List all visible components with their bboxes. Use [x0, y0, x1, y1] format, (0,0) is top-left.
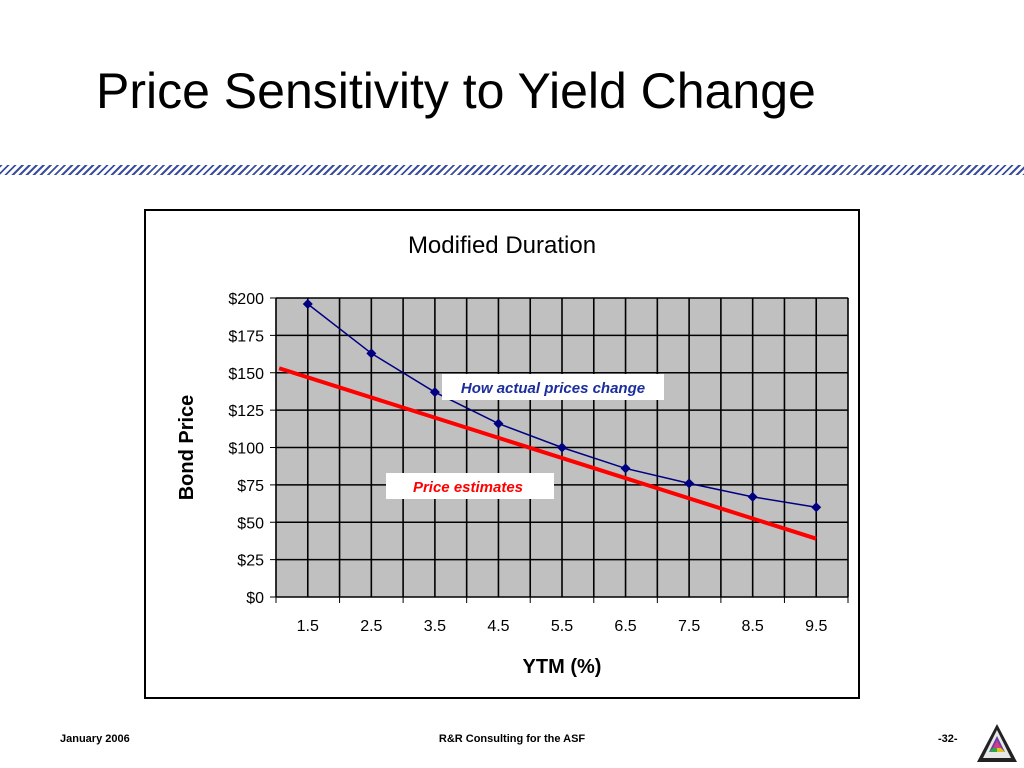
- actual-price-point: [684, 478, 695, 489]
- x-tick-label: 9.5: [805, 618, 827, 635]
- x-tick-label: 8.5: [742, 618, 764, 635]
- actual-price-point: [302, 298, 313, 309]
- slide-title: Price Sensitivity to Yield Change: [96, 63, 816, 119]
- chart-frame: $0 $25 $50 $75 $100 $125 $150 $175 $200 1.5 2.5 3.5…: [144, 209, 860, 699]
- y-axis-label: Bond Price: [176, 395, 198, 501]
- actual-price-point: [429, 387, 440, 398]
- x-axis-label: YTM (%): [523, 656, 602, 678]
- actual-price-point: [366, 348, 377, 359]
- footer-date: January 2006: [60, 733, 130, 745]
- y-tick-label: $125: [228, 403, 264, 420]
- x-tick-label: 3.5: [424, 618, 446, 635]
- actual-price-point: [747, 491, 758, 502]
- x-tick-label: 5.5: [551, 618, 573, 635]
- actual-price-point: [493, 418, 504, 429]
- x-tick-label: 2.5: [360, 618, 382, 635]
- estimate-label-background: [386, 473, 554, 499]
- actual-price-point: [620, 463, 631, 474]
- price-estimates-label: Price estimates: [413, 479, 523, 496]
- y-tick-label: $25: [237, 553, 264, 570]
- actual-price-point: [557, 442, 567, 453]
- actual-label-background: [442, 374, 664, 400]
- actual-prices-label: How actual prices change: [461, 380, 645, 397]
- y-tick-label: $200: [228, 291, 264, 308]
- y-tick-label: $0: [246, 590, 264, 607]
- footer-page-number: -32-: [938, 733, 958, 745]
- title-divider: [0, 165, 1024, 175]
- footer-company: R&R Consulting for the ASF: [438, 733, 586, 745]
- y-tick-label: $100: [228, 441, 264, 458]
- x-tick-label: 7.5: [678, 618, 700, 635]
- modified-duration-chart: $0 $25 $50 $75 $100 $125 $150 $175 $200 1.5 2.5 3.5…: [176, 232, 849, 678]
- y-tick-label: $175: [228, 328, 264, 345]
- x-tick-label: 4.5: [487, 618, 509, 635]
- y-tick-label: $150: [228, 366, 264, 383]
- y-tick-label: $75: [237, 478, 264, 495]
- x-tick-label: 1.5: [297, 618, 319, 635]
- actual-price-point: [811, 502, 822, 513]
- price-estimates-line: [278, 366, 817, 541]
- x-tick-label: 6.5: [614, 618, 636, 635]
- chart-title: Modified Duration: [408, 232, 596, 259]
- y-tick-label: $50: [237, 515, 264, 532]
- company-logo-icon: [977, 724, 1017, 762]
